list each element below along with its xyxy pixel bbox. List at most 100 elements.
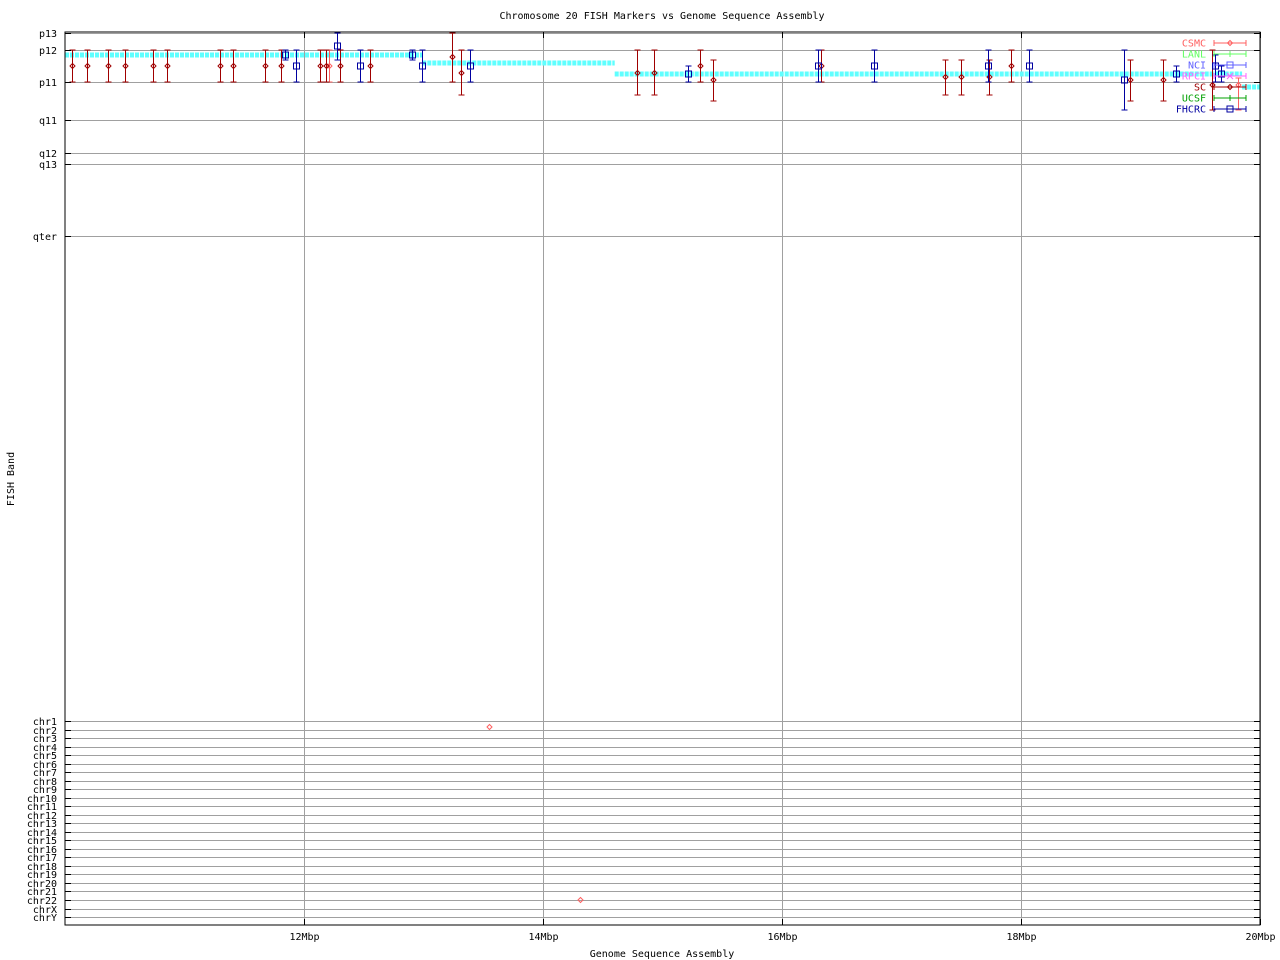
x-tick-label: 14Mbp [528,932,558,943]
point-marker-square [815,62,822,70]
y-tick-label: chr5 [33,751,57,762]
point-marker-diamond [84,62,91,70]
point-marker-diamond [710,76,717,84]
y-tick-label: qter [33,232,57,243]
y-tick-label: p12 [39,46,57,57]
data-point-fhcrc [334,32,341,61]
data-point-sc [122,49,129,83]
point-marker-diamond [278,62,285,70]
legend-entry-lanl: LANL [1182,50,1247,61]
y-tick-label: chr14 [27,828,57,839]
x-tick-label: 12Mbp [289,932,319,943]
y-tick-label: chr22 [27,896,57,907]
x-tick-label: 20Mbp [1245,932,1275,943]
data-point-csmc [577,896,584,904]
data-point-fhcrc [419,49,426,83]
y-tick-label: chr11 [27,802,57,813]
data-point-sc [634,49,641,96]
x-axis: 12Mbp 14Mbp 16Mbp 18Mbp 20Mbp [289,32,1276,943]
data-point-sc [105,49,112,83]
data-point-fhcrc [815,49,822,83]
data-point-fhcrc [293,49,300,83]
y-tick-label: chr18 [27,862,57,873]
legend-entry-fhcrc: FHCRC [1176,105,1247,116]
point-marker-diamond [1209,81,1216,89]
y-tick-label: q13 [39,160,57,171]
plot-frame [64,31,1261,926]
y-tick-label: chr21 [27,887,57,898]
data-point-fhcrc [1121,49,1128,111]
x-axis-label: Genome Sequence Assembly [590,949,735,960]
point-marker-square [1226,105,1234,113]
data-point-fhcrc [409,49,416,61]
y-tick-label: chr13 [27,819,57,830]
data-point-sc [1160,59,1167,102]
data-point-fhcrc [467,49,474,83]
legend-label: LANL [1182,50,1206,61]
point-marker-square [985,62,992,70]
data-point-sc [1127,59,1134,102]
point-marker-diamond [449,53,456,61]
point-marker-square [1121,76,1128,84]
legend-entry-sc: SC [1194,83,1247,94]
data-point-csmc [486,723,493,731]
legend-label: RPCI [1182,72,1206,83]
point-marker-diamond [164,62,171,70]
y-axis: p13p12p11q11q12q13qterchr1chr2chr3chr4ch… [27,29,1260,924]
point-marker-diamond [105,62,112,70]
point-marker-diamond [367,62,374,70]
point-marker-diamond [262,62,269,70]
y-tick-label: chrY [33,913,57,924]
data-point-sc [697,49,704,83]
point-marker-diamond [230,62,237,70]
point-marker-plus [1227,51,1233,57]
point-marker-square [467,62,474,70]
point-marker-diamond [323,62,330,70]
y-tick-label: chr6 [33,760,57,771]
point-marker-diamond [1226,83,1234,91]
point-marker-square [685,70,692,78]
point-marker-plus [1227,95,1233,101]
point-marker-diamond [577,896,584,904]
point-marker-diamond [317,62,324,70]
legend-label: CSMC [1182,39,1206,50]
point-marker-diamond [958,73,965,81]
data-point-fhcrc [1173,65,1180,83]
point-marker-square [293,62,300,70]
data-point-sc [337,49,344,83]
chart-title: Chromosome 20 FISH Markers vs Genome Seq… [499,11,824,22]
point-marker-diamond [1226,39,1234,47]
point-marker-diamond [326,62,333,70]
point-marker-diamond [486,723,493,731]
data-point-fhcrc [1026,49,1033,83]
data-point-sc [958,59,965,96]
y-tick-label: chr8 [33,777,57,788]
legend-entry-nci: NCI [1188,61,1247,72]
y-tick-label: chr20 [27,879,57,890]
data-point-sc [150,49,157,83]
point-marker-diamond [122,62,129,70]
y-tick-label: chr3 [33,734,57,745]
point-marker-diamond [150,62,157,70]
y-tick-label: chr9 [33,785,57,796]
x-tick-label: 18Mbp [1006,932,1036,943]
x-tick-label: 16Mbp [767,932,797,943]
data-point-fhcrc [1212,54,1219,83]
y-tick-label: chr2 [33,726,57,737]
legend-label: NCI [1188,61,1206,72]
y-axis-label: FISH Band [6,452,17,506]
point-marker-cross [1226,72,1234,80]
y-tick-label: q12 [39,149,57,160]
data-point-fhcrc [685,65,692,83]
point-marker-diamond [942,73,949,81]
data-point-sc [230,49,237,83]
data-point-sc [1008,49,1015,83]
legend-label: SC [1194,83,1206,94]
point-marker-diamond [458,69,465,77]
y-tick-label: chr7 [33,768,57,779]
point-marker-square [1218,70,1225,78]
y-tick-label: chr17 [27,853,57,864]
legend-entry-ucsf: UCSF [1182,94,1247,105]
